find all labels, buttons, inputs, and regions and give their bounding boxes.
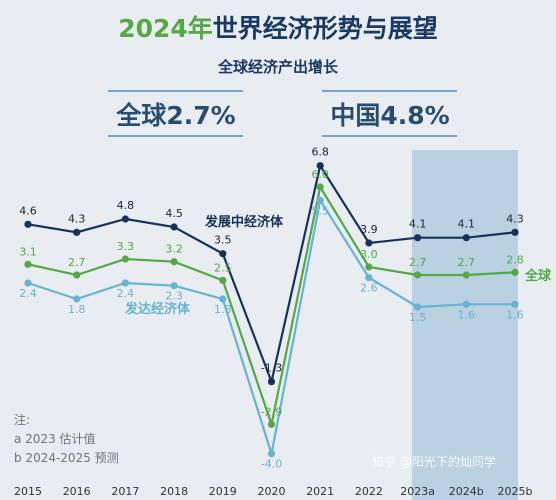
data-label-developed: 1.8 [68,303,86,316]
data-labels: 4.6 4.3 4.8 4.5 3.5 -1.3 6.8 3.9 4.1 4.1 4.3 3.1 2.7… [19,146,524,471]
data-label-world: 2.7 [458,256,476,269]
x-axis-ticks: 2015 2016 2017 2018 2019 2020 2021 2022 2023a 202… [14,485,533,498]
x-tick-label: 2020 [258,485,286,498]
series-label-developing: 发展中经济体 [204,214,284,230]
data-label-developed: 1.6 [506,308,524,321]
highlight-world-label: 全球2.7% [115,101,235,130]
note-a: a 2023 估计值 [14,431,96,446]
data-point-developed [73,295,81,303]
data-label-developing: 3.5 [214,234,232,247]
note-b: b 2024-2025 预测 [14,451,119,465]
data-label-developing: 4.6 [19,204,37,217]
watermark: 知乎 @阳光下的灿同学 [372,454,496,469]
highlight-world: 全球2.7% [108,90,243,137]
data-label-world: 2.7 [68,256,86,269]
data-label-world: 6.0 [311,168,329,181]
data-point-world [121,255,129,263]
data-label-world: 3.2 [165,243,183,256]
chart-subtitle: 全球经济产出增长 [217,58,339,76]
data-point-world [414,271,422,279]
data-label-developing: 4.8 [117,199,135,212]
data-label-developed: 2.6 [360,282,378,295]
data-label-world: 2.5 [214,261,232,274]
data-point-developed [121,279,129,287]
data-point-world [73,271,81,279]
data-point-world [267,420,276,428]
data-point-developed [316,196,324,204]
data-point-developed [511,300,519,308]
data-point-developing [73,228,81,236]
data-label-world: 2.7 [409,256,427,269]
highlight-china-label: 中国4.8% [330,101,449,130]
data-label-developed: 1.8 [214,303,232,316]
highlight-china: 中国4.8% [322,90,457,137]
series-label-world: 全球 [524,268,552,284]
data-point-developed [267,450,276,458]
x-tick-label: 2023a [400,485,435,498]
data-label-developed: 2.4 [19,287,37,300]
x-tick-label: 2022 [355,485,383,498]
data-point-developed [170,282,178,290]
data-label-developing: -1.3 [261,362,282,375]
series-lines [24,162,519,458]
data-point-developing [24,220,32,228]
title-year: 2024年 [118,14,213,43]
data-label-developing: 3.9 [360,223,378,236]
note-header: 注: [14,412,30,427]
data-point-world [511,268,519,276]
data-label-developing: 4.3 [506,212,524,225]
data-point-world [462,271,470,279]
title-main: 世界经济形势与展望 [213,14,438,43]
data-label-developing: 4.1 [409,218,427,231]
data-label-developed: 1.6 [458,308,476,321]
data-label-developing: 6.8 [311,146,329,159]
data-label-developing: 4.1 [458,218,476,231]
forecast-band [412,150,518,500]
data-label-world: -2.9 [261,405,282,418]
data-label-world: 3.0 [360,248,378,261]
data-point-developing [121,215,129,223]
x-tick-label: 2025b [498,485,533,498]
data-label-world: 3.3 [117,240,135,253]
x-tick-label: 2017 [111,485,139,498]
data-point-developing [462,234,470,242]
x-tick-label: 2016 [63,485,91,498]
data-point-developing [219,250,227,258]
data-label-developed: 1.5 [409,311,427,324]
data-label-developed: 5.5 [311,204,329,217]
data-point-developing [511,228,519,236]
data-point-developing [316,162,324,170]
data-label-world: 2.8 [506,253,524,266]
data-point-developing [414,234,422,242]
data-point-developed [414,303,422,311]
series-label-developed: 发达经济体 [124,301,191,317]
data-label-developed: -4.0 [261,458,282,471]
data-point-developing [170,223,178,231]
data-point-world [24,260,32,268]
data-label-world: 3.1 [19,245,37,258]
data-point-developing [267,378,276,386]
data-point-world [170,258,178,266]
data-label-developed: 2.3 [165,290,183,303]
data-point-developed [24,279,32,287]
x-tick-label: 2024b [449,485,484,498]
data-label-developed: 2.4 [117,287,135,300]
x-tick-label: 2019 [209,485,237,498]
data-point-world [365,263,373,271]
data-label-developing: 4.3 [68,212,86,225]
data-point-world [219,276,227,284]
data-point-developed [219,295,227,303]
x-tick-label: 2021 [306,485,334,498]
x-tick-label: 2018 [160,485,188,498]
data-point-developed [462,300,470,308]
data-point-developed [365,274,373,282]
x-tick-label: 2015 [14,485,42,498]
data-label-developing: 4.5 [165,207,183,220]
data-point-developing [365,239,373,247]
chart-title: 2024年世界经济形势与展望 [118,14,438,43]
data-point-world [316,183,324,191]
